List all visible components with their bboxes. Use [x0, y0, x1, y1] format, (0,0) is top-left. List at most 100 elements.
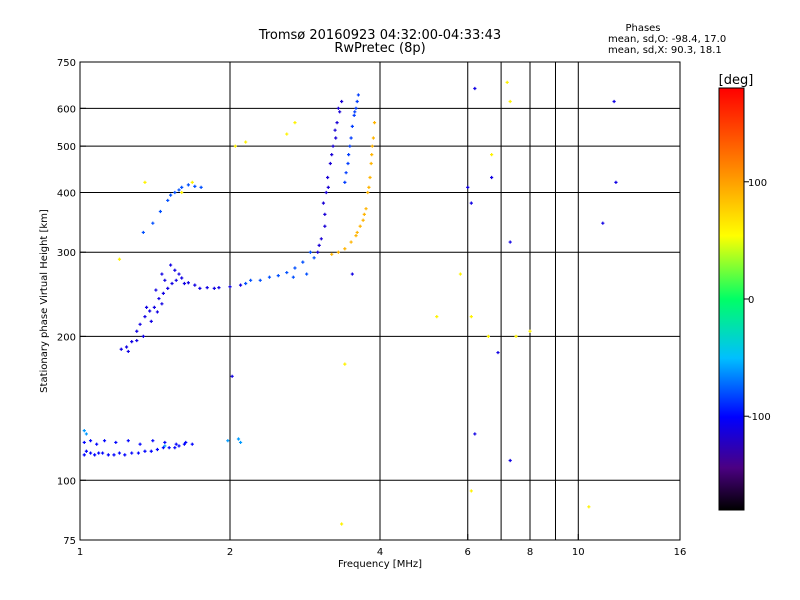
data-point — [340, 522, 344, 526]
data-point — [182, 442, 186, 446]
data-point — [144, 305, 149, 309]
y-axis: 75 100 200 300 400 500 600 750 — [57, 58, 86, 547]
data-point — [119, 347, 123, 351]
data-point — [167, 446, 171, 450]
data-point — [490, 153, 494, 157]
data-point — [130, 451, 134, 455]
data-point — [293, 121, 297, 125]
data-point — [473, 432, 477, 436]
data-point — [205, 285, 209, 290]
data-point — [356, 93, 360, 97]
data-point — [217, 285, 221, 290]
x-tick-label: 16 — [674, 547, 687, 558]
data-point — [93, 453, 97, 457]
data-point — [143, 180, 147, 184]
data-point — [124, 345, 129, 349]
data-point — [163, 440, 167, 445]
colorbar-tick-label: 0 — [748, 295, 754, 306]
data-point — [193, 184, 197, 188]
data-point — [293, 266, 297, 270]
x-tick-label: 1 — [77, 547, 83, 558]
data-point — [330, 252, 334, 256]
data-point — [612, 99, 616, 104]
data-point — [100, 451, 105, 455]
data-point — [368, 175, 372, 180]
data-point — [180, 276, 184, 280]
data-point — [174, 278, 178, 282]
data-point — [226, 439, 230, 443]
x-tick-label: 2 — [227, 547, 233, 558]
colorbar-label: [deg] — [719, 73, 754, 88]
data-point — [135, 338, 139, 343]
data-point — [161, 446, 165, 450]
data-point — [238, 440, 243, 445]
data-point — [350, 124, 354, 128]
data-point — [233, 144, 237, 148]
data-point — [490, 175, 494, 180]
data-point — [486, 334, 490, 338]
data-point — [82, 440, 86, 445]
x-axis: 1 2 4 6 8 10 16 — [77, 534, 687, 558]
data-point — [151, 439, 155, 443]
data-point — [123, 453, 127, 457]
data-point — [358, 224, 362, 228]
data-point — [174, 442, 178, 446]
data-point — [362, 212, 366, 216]
data-point — [180, 190, 184, 195]
data-point — [88, 439, 93, 443]
data-point — [136, 451, 141, 455]
data-point — [173, 446, 177, 450]
data-point — [177, 444, 181, 448]
y-tick-label: 75 — [63, 536, 76, 547]
data-point — [117, 257, 122, 261]
y-tick-label: 500 — [57, 142, 76, 153]
data-point — [367, 185, 371, 189]
data-point — [343, 247, 347, 251]
data-point — [469, 489, 473, 493]
data-point — [435, 315, 439, 319]
data-point — [344, 171, 348, 175]
data-point — [528, 329, 532, 333]
data-point — [343, 362, 347, 366]
chart-title: Tromsø 20160923 04:32:00-04:33:43 — [258, 28, 501, 43]
data-point — [347, 153, 351, 157]
colorbar: [deg] 100 0 -100 — [718, 73, 771, 511]
data-point — [326, 185, 330, 189]
data-points — [82, 80, 618, 526]
data-point — [157, 296, 161, 301]
data-point — [198, 286, 202, 291]
data-point — [143, 449, 147, 453]
data-point — [160, 302, 164, 306]
data-point — [366, 190, 370, 195]
data-point — [355, 99, 359, 104]
data-point — [514, 334, 518, 338]
data-point — [84, 449, 88, 453]
data-point — [258, 278, 262, 282]
data-point — [369, 161, 373, 166]
data-point — [333, 128, 337, 132]
data-point — [267, 275, 272, 279]
colorbar-ticks: 100 0 -100 — [744, 178, 771, 423]
info-phase-o: mean, sd,O: -98.4, 17.0 — [608, 34, 726, 45]
data-point — [587, 505, 591, 509]
data-point — [169, 263, 173, 267]
data-point — [305, 272, 309, 276]
data-point — [328, 161, 332, 166]
data-point — [338, 110, 342, 114]
data-point — [130, 340, 134, 344]
data-point — [193, 283, 197, 287]
colorbar-tick-label: 100 — [748, 178, 767, 189]
data-point — [614, 180, 618, 184]
data-point — [177, 188, 181, 192]
data-point — [370, 153, 374, 157]
data-point — [114, 440, 118, 445]
data-point — [160, 272, 164, 276]
data-point — [138, 322, 142, 326]
data-point — [230, 374, 234, 378]
data-point — [84, 432, 88, 436]
data-point — [601, 221, 605, 225]
data-point — [212, 286, 216, 291]
colorbar-tick-label: -100 — [748, 412, 771, 423]
data-point — [97, 451, 101, 455]
